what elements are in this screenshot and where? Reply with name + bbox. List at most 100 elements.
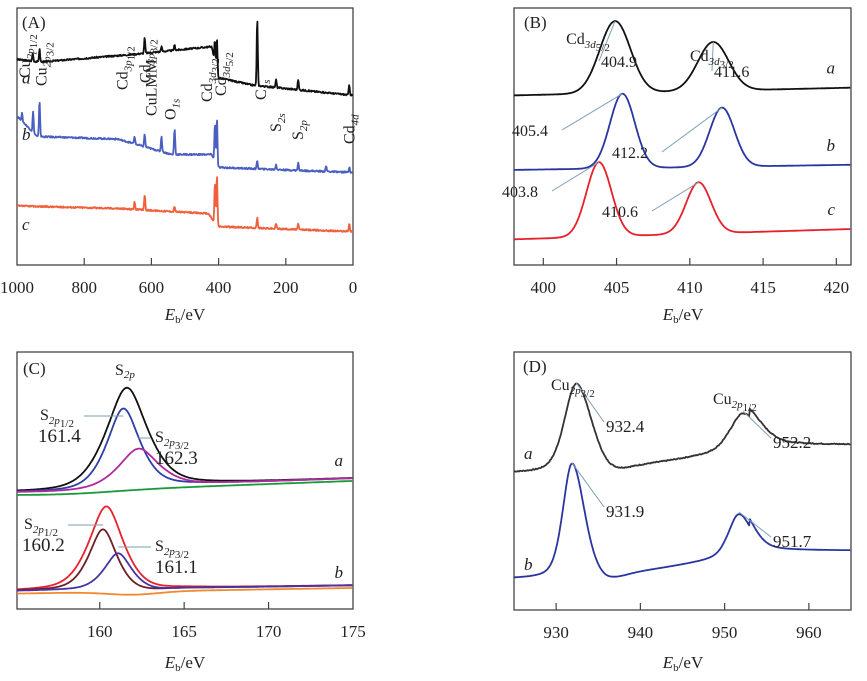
panel-a-xtick-label: 600 [139,278,165,297]
component-value-label: 161.4 [38,426,81,447]
peak-leader-line [571,462,605,508]
component-label: S2p3/2 [155,429,189,452]
panel-b-xtick-label: 400 [531,278,557,297]
series-b-line [513,462,851,579]
panel-d-cu2p-spectrum: (D) 932.4 952.2 a 931.9 951.7 b Cu2p3/2 Cu2p1/2… [513,351,852,674]
panel-d-xtick-label: 930 [543,623,569,642]
panel-a-xtick-label: 800 [71,278,97,297]
peak-value-label: 404.9 [601,54,637,71]
series-c-line [16,176,354,234]
series-a-label: a [22,68,31,87]
series-b-label: b [335,563,344,582]
peak-value-label: 412.2 [612,145,648,162]
peak-value-label: 403.8 [502,184,538,201]
peak-annotation: Cd3d5/2 [213,52,236,96]
series-a-background-line [16,480,353,496]
peak-annotation: Cu2p3/2 [34,42,57,86]
panel-b-label: (B) [524,13,547,32]
component-label: S2p3/2 [155,538,189,561]
series-c-label: c [827,200,835,219]
series-b-line [513,92,851,171]
series-b-s2p3-2-line [16,552,353,592]
peak-value-label: 410.6 [602,204,638,221]
panel-d-xtick-label: 960 [796,623,822,642]
peak-leader-line [651,181,699,212]
panel-a-xtick-label: 0 [349,278,358,297]
peak-annotation: Cd3p1/2 [114,46,137,90]
series-b-label: b [524,555,533,574]
panel-b-xtick-label: 420 [824,278,850,297]
series-b-label: b [827,136,836,155]
panel-b-cd3d-spectrum: (B) 404.9 411.6 a 405.4 412.2 b 403.8 410.6 c Cd3… [502,7,852,326]
peak-annotation: Cd4d [341,114,361,144]
panel-c-xtick-label: 160 [87,622,113,641]
peak-value-label: 951.7 [773,532,812,551]
panel-b-xlabel: Eb/eV [662,305,704,326]
peak-title: Cd3d3/2 [690,48,734,71]
component-label: S2p1/2 [40,407,74,430]
series-a-label: a [335,451,344,470]
peak-leader-line [661,107,723,153]
peak-annotation: Cd3d3/2 [199,58,222,102]
panel-c-xtick-label: 170 [256,622,282,641]
peak-annotation: CuLMM [143,59,160,116]
panel-c-xlabel: Eb/eV [164,653,206,674]
series-b-label: b [22,125,31,144]
series-b-line [16,102,354,174]
peak-leader-line [711,41,714,72]
panel-a-xtick-label: 400 [206,278,232,297]
panel-d-xtick-label: 940 [628,623,654,642]
peak-annotation: S2p [290,120,310,140]
peak-leader-line [551,161,600,192]
component-value-label: 161.1 [155,557,198,578]
panel-c-title: S2p [115,362,135,381]
panel-b-xtick-label: 410 [677,278,703,297]
series-a-label: a [827,59,836,78]
peak-annotation: Cd3p3/2 [137,39,160,83]
series-c-label: c [22,215,30,234]
peak-annotation: S2s [268,113,288,132]
peak-leader-line [561,93,623,131]
panel-a-xlabel: Eb/eV [164,305,206,326]
panel-d-xlabel: Eb/eV [662,653,704,674]
peak-leader-line [738,511,772,538]
panel-a-xtick-label: 1000 [0,278,34,297]
series-c-line [513,161,851,241]
series-a-line [513,382,851,473]
series-a-s2p3-2-line [16,447,353,493]
series-b-background-line [16,587,353,596]
component-value-label: 160.2 [22,535,65,556]
peak-annotation: Cu2p1/2 [17,34,40,78]
panel-d-label: (D) [523,357,547,376]
panel-c-frame [16,351,354,610]
component-value-label: 162.3 [155,448,198,469]
panel-d-frame [513,351,852,611]
peak-annotation: C1s [253,80,273,100]
panel-d-xtick-label: 950 [712,623,738,642]
peak-value-label: 932.4 [606,417,645,436]
peak-annotation: O1s [163,99,183,120]
series-a-line [16,20,354,97]
peak-leader-line [598,20,616,62]
panel-c-label: (C) [23,359,46,378]
peak-value-label: 411.6 [714,64,749,81]
series-a-line [513,20,851,97]
panel-a-frame [16,7,354,266]
panel-b-xtick-label: 415 [750,278,776,297]
peak-title: Cd3d5/2 [566,31,610,54]
series-a-label: a [524,444,533,463]
component-label: S2p1/2 [24,516,58,539]
peak-value-label: 952.2 [773,433,811,452]
panel-b-xtick-label: 405 [604,278,630,297]
peak-leader-line [575,382,605,423]
panel-a-label: (A) [22,13,46,32]
panel-a-xtick-label: 200 [273,278,299,297]
panel-c-xtick-label: 175 [340,622,366,641]
peak-value-label: 405.4 [512,123,548,140]
peak-title: Cu2p3/2 [551,377,595,400]
panel-c-xtick-label: 165 [171,622,197,641]
peak-title: Cu2p1/2 [713,391,757,414]
